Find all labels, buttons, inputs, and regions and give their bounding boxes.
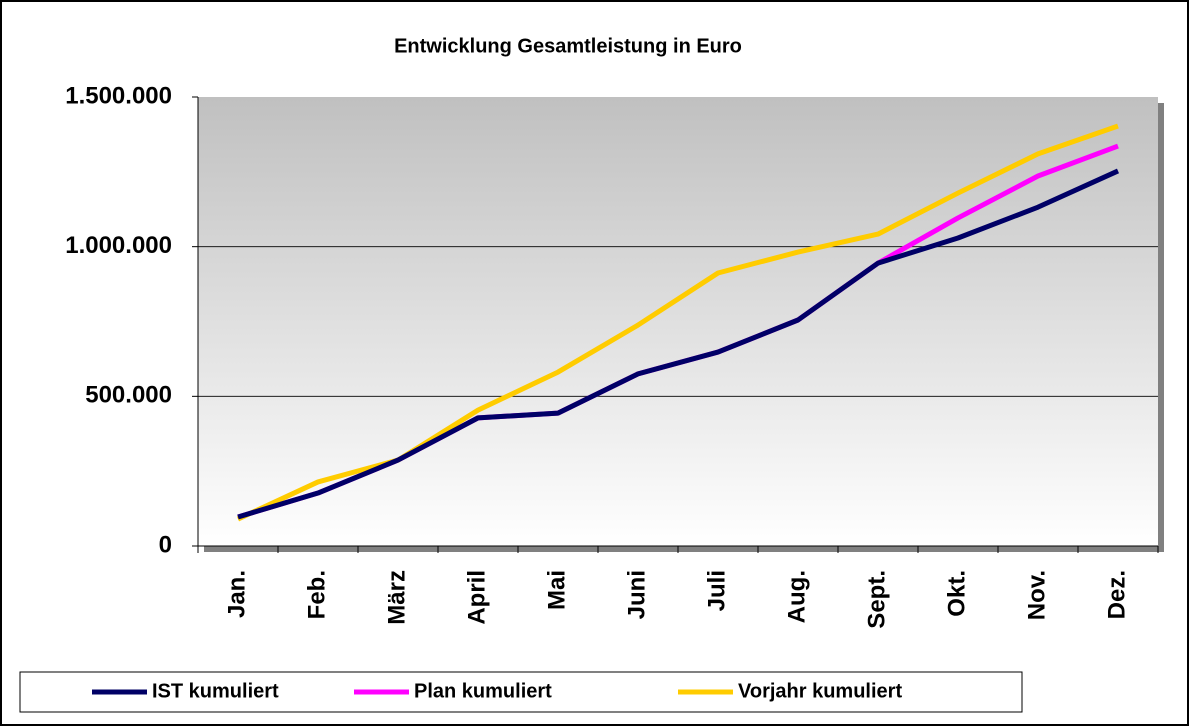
x-tick-label: Nov. [1023,570,1050,620]
legend-label: Vorjahr kumuliert [738,680,902,702]
x-tick-label: Juni [623,570,650,619]
x-tick-label: Juli [703,570,730,611]
y-tick-label: 1.500.000 [65,82,172,109]
y-tick-label: 500.000 [85,382,172,409]
x-tick-label: Aug. [783,570,810,623]
line-series [237,168,1120,520]
x-tick-label: Sept. [863,570,890,629]
legend-label: Plan kumuliert [414,680,552,702]
x-tick-label: März [383,570,410,625]
legend [19,671,1023,713]
x-tick-label: Feb. [303,570,330,619]
legend-label: IST kumuliert [152,680,279,702]
x-tick-label: Okt. [943,570,970,617]
x-tick-label: Dez. [1103,570,1130,619]
y-tick-label: 1.000.000 [65,232,172,259]
chart-title: Entwicklung Gesamtleistung in Euro [394,35,742,57]
y-tick-label: 0 [159,531,172,558]
x-tick-label: Jan. [223,570,250,618]
x-tick-label: Mai [543,570,570,610]
x-tick-label: April [463,570,490,625]
